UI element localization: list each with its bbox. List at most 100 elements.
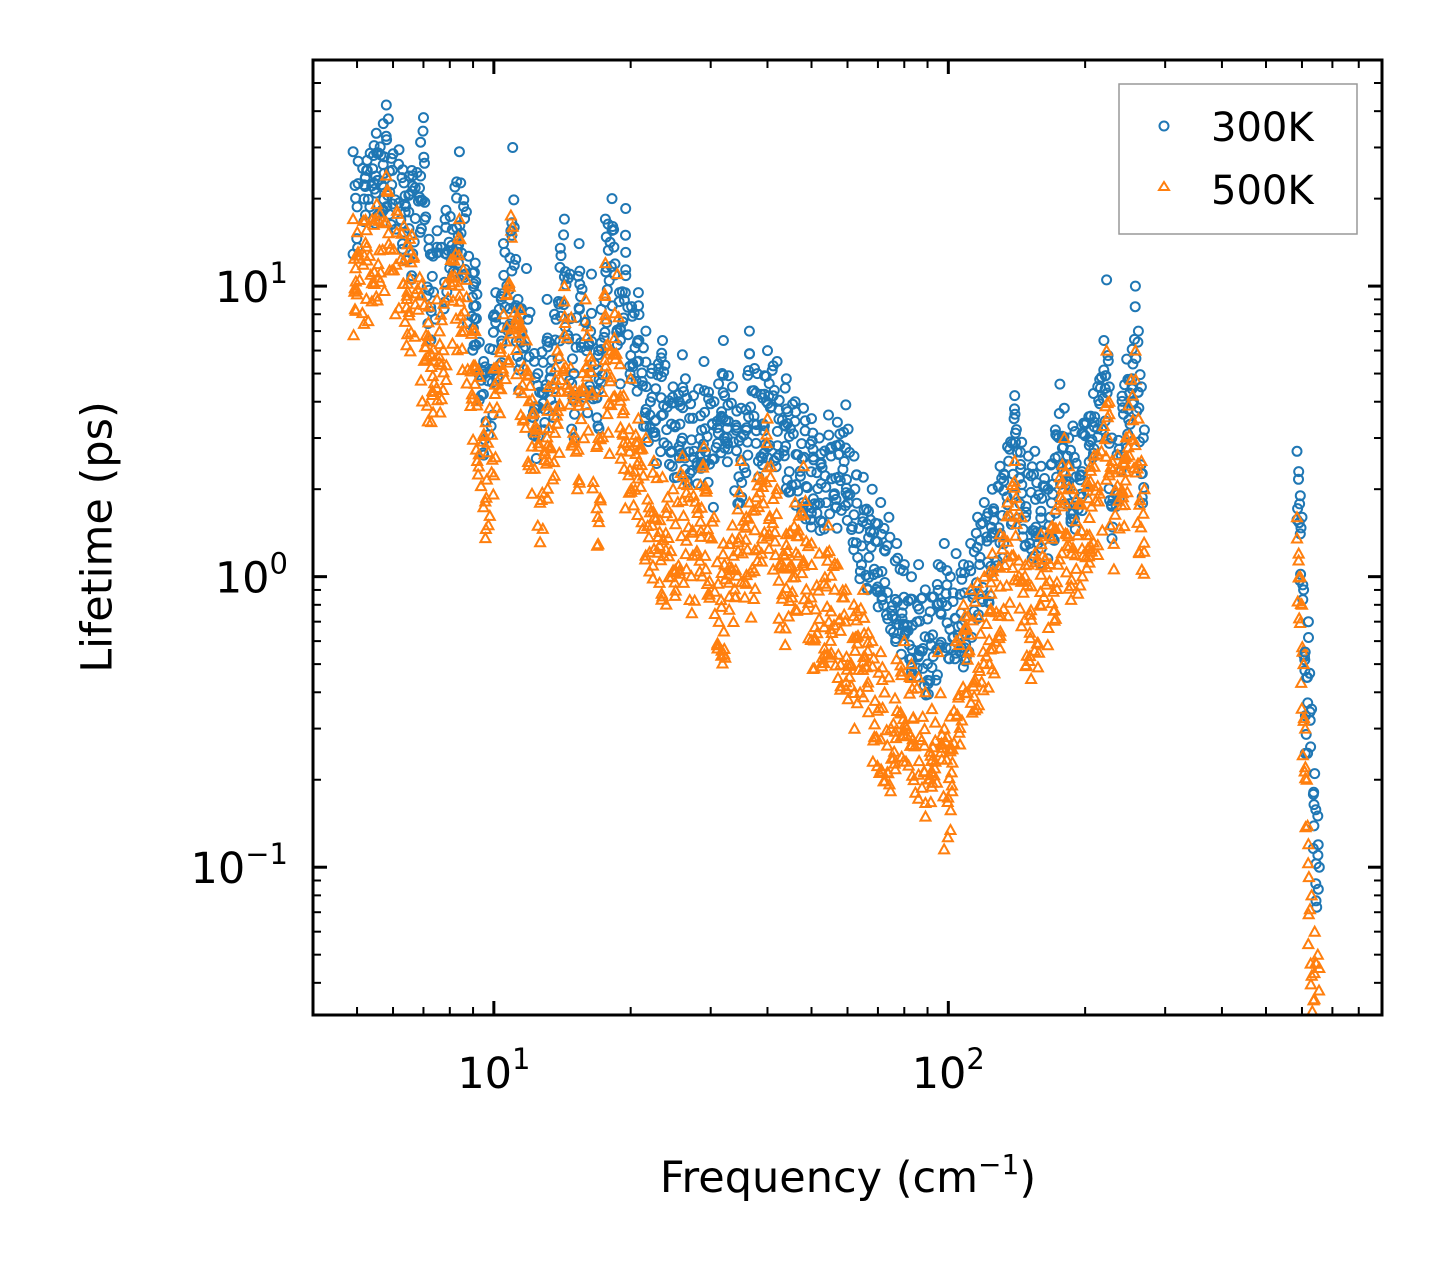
scatter-cloud-point-500K — [1068, 548, 1082, 561]
data-point-300K-85 — [1058, 402, 1070, 414]
scatter-cloud-point-300K — [1008, 413, 1020, 425]
scatter-cloud-point-500K — [731, 502, 745, 515]
scatter-cloud-point-500K — [434, 392, 449, 405]
data-point-300K-68 — [938, 538, 950, 549]
scatter-cloud-point-500K — [510, 309, 525, 322]
data-point-300K-33 — [640, 325, 652, 337]
scatter-cloud-point-300K — [1117, 402, 1129, 414]
scatter-cloud-point-300K — [986, 521, 997, 533]
scatter-cloud-point-300K — [555, 296, 567, 308]
scatter-cloud-point-300K — [833, 448, 845, 460]
data-point-300K-100 — [1298, 584, 1310, 596]
data-point-500K-96 — [1296, 657, 1311, 670]
scatter-cloud-point-300K — [771, 425, 783, 437]
scatter-cloud-point-500K — [726, 614, 741, 627]
scatter-cloud-point-300K — [853, 522, 865, 534]
scatter-cloud-point-500K — [820, 599, 834, 612]
scatter-cloud-point-500K — [702, 574, 717, 587]
scatter-cloud-point-500K — [1023, 625, 1037, 638]
scatter-cloud-point-300K — [699, 406, 711, 418]
scatter-cloud-point-500K — [831, 647, 846, 660]
scatter-cloud-point-300K — [801, 482, 813, 494]
scatter-cloud-point-500K — [1050, 581, 1064, 594]
scatter-cloud-point-500K — [408, 329, 422, 342]
scatter-cloud-point-500K — [824, 568, 838, 581]
scatter-cloud-point-500K — [847, 721, 862, 734]
scatter-cloud-point-500K — [708, 606, 722, 619]
data-point-500K-40 — [742, 495, 757, 508]
scatter-cloud-point-300K — [824, 508, 836, 520]
data-point-500K-87 — [1105, 453, 1119, 466]
scatter-cloud-point-500K — [479, 521, 493, 534]
scatter-cloud-point-500K — [604, 398, 618, 411]
scatter-cloud-point-500K — [839, 682, 853, 695]
scatter-cloud-point-500K — [902, 758, 916, 771]
scatter-cloud-point-500K — [827, 582, 842, 595]
data-point-500K-32 — [666, 482, 680, 495]
scatter-cloud-point-300K — [934, 642, 946, 654]
scatter-cloud-point-500K — [944, 765, 959, 778]
scatter-cloud-point-500K — [455, 316, 470, 329]
scatter-cloud-point-500K — [810, 626, 824, 639]
y-tick-label-exponent: 0 — [270, 547, 288, 581]
scatter-cloud-point-300K — [678, 386, 689, 397]
scatter-cloud-point-500K — [509, 367, 524, 380]
data-point-500K-37 — [716, 536, 731, 549]
scatter-cloud-point-500K — [352, 272, 367, 285]
scatter-cloud-point-500K — [936, 740, 950, 753]
scatter-cloud-point-300K — [650, 383, 662, 395]
y-axis-label-group: Lifetime (ps) — [73, 401, 123, 673]
scatter-cloud-point-500K — [696, 460, 710, 473]
scatter-cloud-point-500K — [795, 566, 809, 579]
scatter-cloud-point-300K — [361, 164, 373, 176]
scatter-cloud-point-500K — [348, 281, 362, 294]
data-point-500K-39 — [734, 453, 748, 466]
scatter-cloud-point-300K — [658, 399, 670, 411]
scatter-cloud-point-500K — [918, 795, 933, 808]
scatter-cloud-point-500K — [1031, 660, 1045, 673]
scatter-cloud-point-300K — [677, 402, 689, 414]
data-point-300K-92 — [1129, 280, 1141, 292]
scatter-cloud-point-500K — [799, 582, 813, 595]
scatter-cloud-point-500K — [483, 401, 497, 414]
scatter-cloud-point-300K — [886, 605, 898, 617]
scatter-cloud-point-500K — [740, 542, 755, 555]
scatter-cloud-point-500K — [651, 545, 665, 558]
scatter-cloud-point-500K — [876, 774, 891, 787]
scatter-cloud-point-500K — [729, 589, 743, 602]
data-point-300K-18 — [549, 308, 560, 320]
data-point-300K-70 — [950, 548, 962, 560]
scatter-cloud-point-500K — [715, 565, 729, 578]
scatter-cloud-point-500K — [609, 346, 624, 359]
scatter-cloud-point-500K — [822, 614, 836, 627]
scatter-cloud-point-500K — [668, 588, 682, 601]
scatter-cloud-point-500K — [979, 649, 994, 662]
data-point-300K-26 — [593, 345, 605, 357]
scatter-cloud-point-500K — [976, 683, 990, 696]
data-point-500K-36 — [707, 510, 721, 523]
scatter-cloud-point-500K — [708, 584, 722, 597]
scatter-cloud-point-500K — [668, 517, 683, 530]
scatter-cloud-point-500K — [762, 511, 776, 524]
data-point-500K-64 — [937, 721, 951, 734]
scatter-cloud-point-500K — [680, 478, 695, 491]
scatter-cloud-point-500K — [531, 518, 545, 531]
scatter-cloud-point-300K — [622, 329, 634, 341]
scatter-cloud-point-300K — [841, 514, 853, 526]
scatter-cloud-point-500K — [915, 733, 929, 746]
y-tick-label-exponent: 1 — [270, 256, 288, 290]
scatter-cloud-point-500K — [751, 542, 765, 555]
scatter-cloud-point-500K — [918, 809, 933, 822]
scatter-cloud-point-500K — [741, 511, 756, 524]
data-point-500K-66 — [949, 634, 963, 647]
scatter-cloud-point-500K — [602, 396, 616, 409]
scatter-cloud-point-500K — [403, 271, 417, 284]
data-point-300K-91 — [1106, 432, 1118, 444]
data-point-500K-0 — [346, 212, 360, 225]
data-point-300K-44 — [743, 325, 755, 337]
scatter-cloud-point-500K — [527, 405, 541, 418]
scatter-cloud-point-500K — [784, 559, 798, 572]
scatter-cloud-point-500K — [882, 777, 897, 790]
scatter-cloud-point-500K — [509, 316, 523, 329]
scatter-cloud-point-500K — [1024, 579, 1038, 592]
